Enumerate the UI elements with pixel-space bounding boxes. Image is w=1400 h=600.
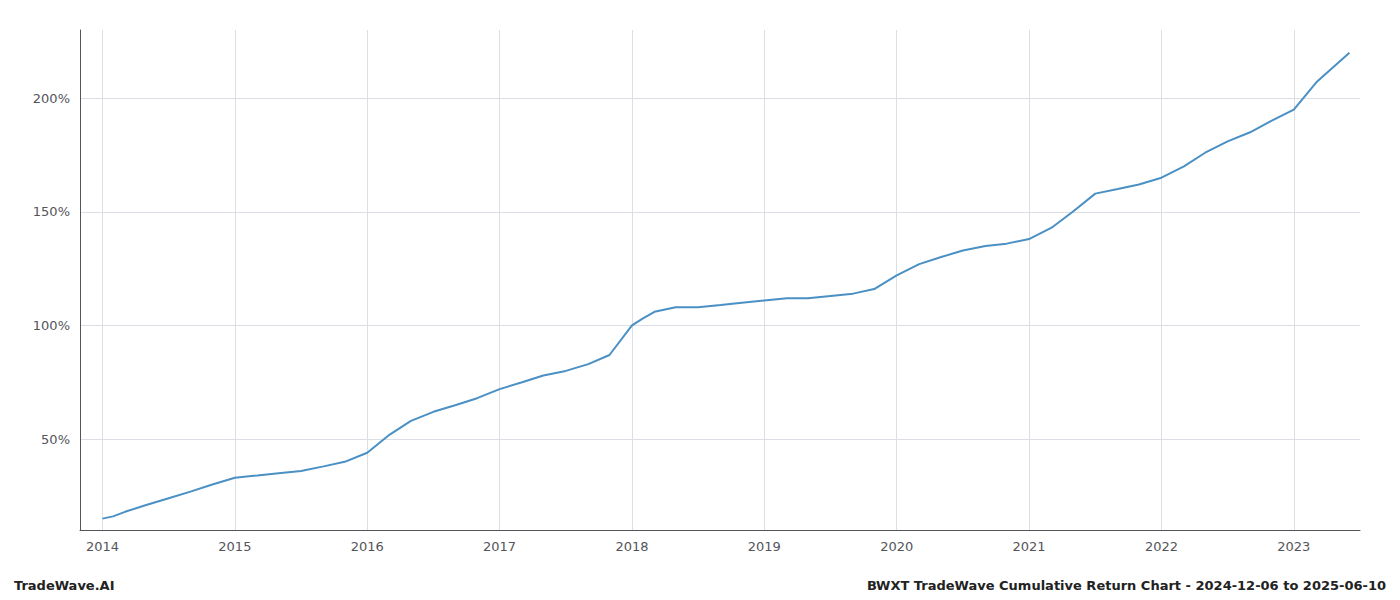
svg-text:TradeWave.AI: TradeWave.AI (14, 578, 115, 593)
svg-text:2021: 2021 (1013, 539, 1046, 554)
svg-text:2014: 2014 (86, 539, 119, 554)
svg-text:150%: 150% (33, 204, 70, 219)
svg-text:2022: 2022 (1145, 539, 1178, 554)
svg-text:2018: 2018 (615, 539, 648, 554)
svg-text:100%: 100% (33, 318, 70, 333)
svg-text:200%: 200% (33, 91, 70, 106)
svg-text:2017: 2017 (483, 539, 516, 554)
svg-text:50%: 50% (41, 432, 70, 447)
svg-text:2019: 2019 (748, 539, 781, 554)
svg-text:2015: 2015 (218, 539, 251, 554)
svg-text:BWXT TradeWave Cumulative Retu: BWXT TradeWave Cumulative Return Chart -… (867, 578, 1386, 593)
svg-text:2016: 2016 (351, 539, 384, 554)
svg-text:2023: 2023 (1277, 539, 1310, 554)
svg-text:2020: 2020 (880, 539, 913, 554)
